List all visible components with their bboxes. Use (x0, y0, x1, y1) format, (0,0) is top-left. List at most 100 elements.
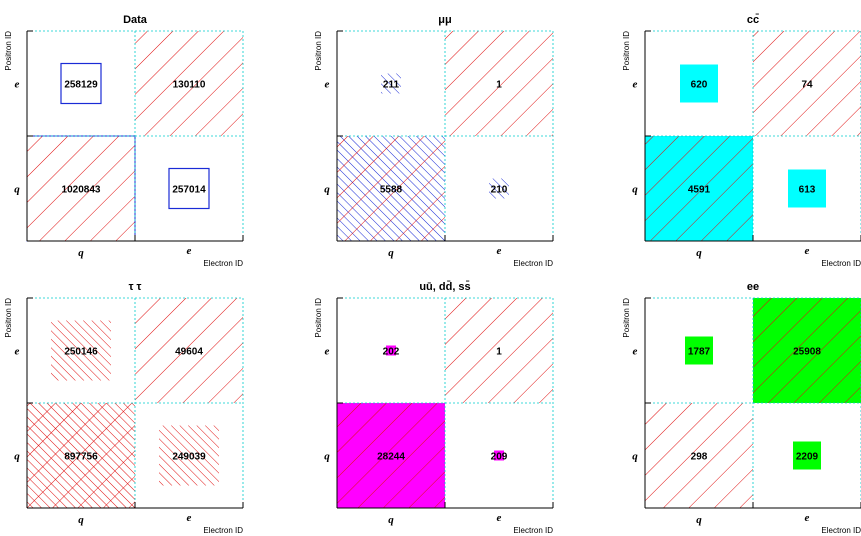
x-tick-label: e (187, 245, 192, 257)
heatmap-cell-hatch (753, 298, 861, 403)
data-label: 74 (801, 80, 813, 91)
data-label: 210 (491, 185, 508, 196)
heatmap-cell: 4591 (645, 136, 753, 241)
data-label: 620 (691, 80, 708, 91)
data-label: 249039 (172, 452, 206, 463)
data-label: 209 (491, 452, 508, 463)
x-tick-label: e (187, 512, 192, 524)
y-tick-label: e (325, 79, 330, 91)
x-axis-label: Electron ID (513, 259, 553, 268)
data-label: 613 (799, 185, 816, 196)
heatmap-cell: 130110 (135, 31, 243, 136)
heatmap-cell: 1 (445, 298, 553, 403)
data-label: 1 (496, 80, 502, 91)
heatmap-box (386, 345, 396, 356)
heatmap-cell-hatch (337, 136, 445, 241)
heatmap-cell-fill (753, 31, 861, 136)
heatmap-cell: 25908 (753, 298, 861, 403)
heatmap-cell-hatch (645, 136, 753, 241)
data-label: 897756 (64, 452, 98, 463)
heatmap-cell: 298 (645, 403, 753, 508)
data-label: 49604 (175, 347, 203, 358)
heatmap-cell: 249039 (159, 425, 219, 486)
heatmap-box (168, 167, 210, 210)
data-label: 211 (383, 80, 400, 91)
data-label: 1 (496, 347, 502, 358)
heatmap-box (793, 441, 821, 470)
y-axis-label: Positron ID (622, 31, 631, 71)
heatmap-cell: 202 (383, 345, 400, 358)
heatmap-box (60, 62, 102, 105)
y-tick-label: q (14, 184, 20, 196)
heatmap-cell: 1020843 (26, 135, 136, 242)
heatmap-cell-fill (445, 298, 553, 403)
heatmap-cell: 250146 (51, 320, 111, 381)
heatmap-cell: 74 (753, 31, 861, 136)
chart-title: ee (747, 281, 759, 293)
x-tick-label: e (497, 245, 502, 257)
heatmap-cell: 257014 (168, 167, 210, 210)
chart-panel: 211 1 5588 210 μμ q e e q Electron ID Positron ID (314, 14, 554, 268)
data-label: 250146 (64, 347, 98, 358)
heatmap-cell: 1787 (685, 336, 713, 365)
y-axis-label: Positron ID (314, 31, 323, 71)
y-tick-label: q (324, 184, 330, 196)
heatmap-cell: 209 (491, 450, 508, 463)
heatmap-cell-hatch (337, 403, 445, 508)
chart-title: Data (123, 14, 148, 26)
data-label: 1787 (688, 347, 711, 358)
heatmap-box (788, 169, 826, 208)
heatmap-cell: 5588 (337, 136, 445, 241)
heatmap-cell: 620 (680, 64, 718, 103)
heatmap-cell: 210 (489, 178, 509, 199)
x-axis-label: Electron ID (821, 259, 861, 268)
x-axis-label: Electron ID (203, 259, 243, 268)
data-label: 4591 (688, 185, 711, 196)
y-tick-label: e (633, 79, 638, 91)
heatmap-cell: 613 (788, 169, 826, 208)
data-label: 257014 (172, 185, 206, 196)
x-axis-label: Electron ID (821, 526, 861, 535)
heatmap-cell-fill (135, 298, 243, 403)
data-label: 1020843 (62, 185, 101, 196)
x-axis-label: Electron ID (513, 526, 553, 535)
data-label: 298 (691, 452, 708, 463)
heatmap-cell-hatch (27, 403, 135, 508)
y-axis-label: Positron ID (314, 298, 323, 338)
x-tick-label: e (497, 512, 502, 524)
y-tick-label: e (15, 346, 20, 358)
y-tick-label: e (325, 346, 330, 358)
heatmap-cell: 258129 (60, 62, 102, 105)
x-tick-label: q (696, 247, 702, 259)
chart-title: uū, dd̄, ss̄ (419, 281, 470, 293)
x-tick-label: q (388, 247, 394, 259)
heatmap-cell: 49604 (135, 298, 243, 403)
y-tick-label: q (14, 451, 20, 463)
heatmap-box (680, 64, 718, 103)
heatmap-box (159, 425, 219, 486)
chart-title: μμ (438, 14, 451, 26)
data-label: 2209 (796, 452, 819, 463)
y-axis-label: Positron ID (4, 298, 13, 338)
heatmap-cell-fill (27, 136, 135, 241)
chart-panel: 258129 130110 1020843 257014 Data q e e q Electro… (4, 14, 244, 268)
x-axis-label: Electron ID (203, 526, 243, 535)
y-tick-label: q (632, 184, 638, 196)
heatmap-box (381, 73, 401, 94)
y-axis-label: Positron ID (622, 298, 631, 338)
chart-title: cc̄ (747, 14, 759, 26)
data-label: 28244 (377, 452, 405, 463)
heatmap-cell-fill (645, 403, 753, 508)
heatmap-cell: 2209 (793, 441, 821, 470)
x-tick-label: q (696, 514, 702, 526)
data-label: 25908 (793, 347, 821, 358)
chart-panel: 250146 49604 897756 249039 τ τ q e e q Electron I… (4, 281, 244, 535)
data-label: 5588 (380, 185, 403, 196)
y-tick-label: e (15, 79, 20, 91)
heatmap-cell: 897756 (27, 403, 135, 508)
data-label: 130110 (173, 80, 206, 91)
data-label: 202 (383, 347, 400, 358)
